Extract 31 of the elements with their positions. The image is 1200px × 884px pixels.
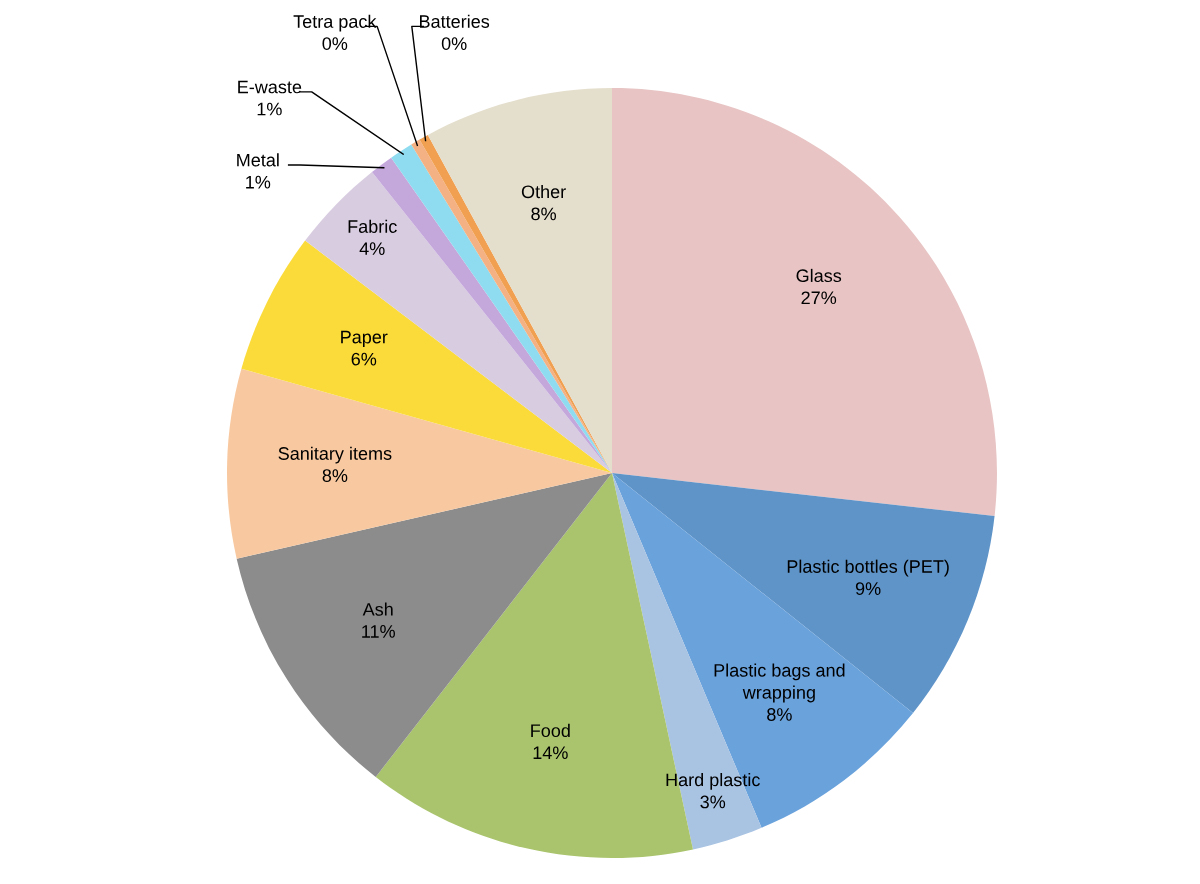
data-label: 8%: [531, 207, 556, 221]
data-label: 11%: [362, 625, 395, 638]
pie-slice: [227, 368, 612, 559]
data-label: 1%: [257, 102, 282, 116]
data-label: 0%: [441, 37, 467, 50]
data-label: 6%: [351, 352, 377, 366]
slice-label: Metal: [237, 153, 279, 167]
slice-label: Glass: [796, 268, 842, 283]
slice-label: Hard plastic: [666, 773, 760, 790]
slice-label: Fabric: [348, 219, 397, 233]
pie-slice: [612, 88, 997, 517]
slice-label: Other: [521, 184, 566, 199]
data-label: 3%: [700, 795, 726, 809]
slice-label: Plastic bags and wrapping: [714, 663, 845, 703]
data-label: 0%: [322, 37, 348, 50]
slice-label: Plastic bottles (PET): [787, 559, 949, 577]
slice-label: Sanitary items: [278, 446, 392, 464]
data-label: 27%: [801, 291, 837, 305]
slice-label: Food: [531, 723, 570, 738]
slice-label: Tetra pack: [293, 14, 377, 32]
slice-label: E-waste: [238, 80, 302, 94]
data-label: 9%: [855, 582, 881, 595]
data-label: 4%: [359, 242, 385, 255]
data-label: 8%: [322, 469, 348, 482]
slice-label: Paper: [341, 330, 388, 348]
slice-label: Batteries: [420, 14, 490, 28]
data-label: 1%: [246, 175, 271, 189]
data-label: 14%: [533, 746, 568, 760]
data-label: 8%: [767, 708, 792, 721]
slice-label: Ash: [362, 602, 393, 616]
pie-slice: [427, 88, 612, 473]
